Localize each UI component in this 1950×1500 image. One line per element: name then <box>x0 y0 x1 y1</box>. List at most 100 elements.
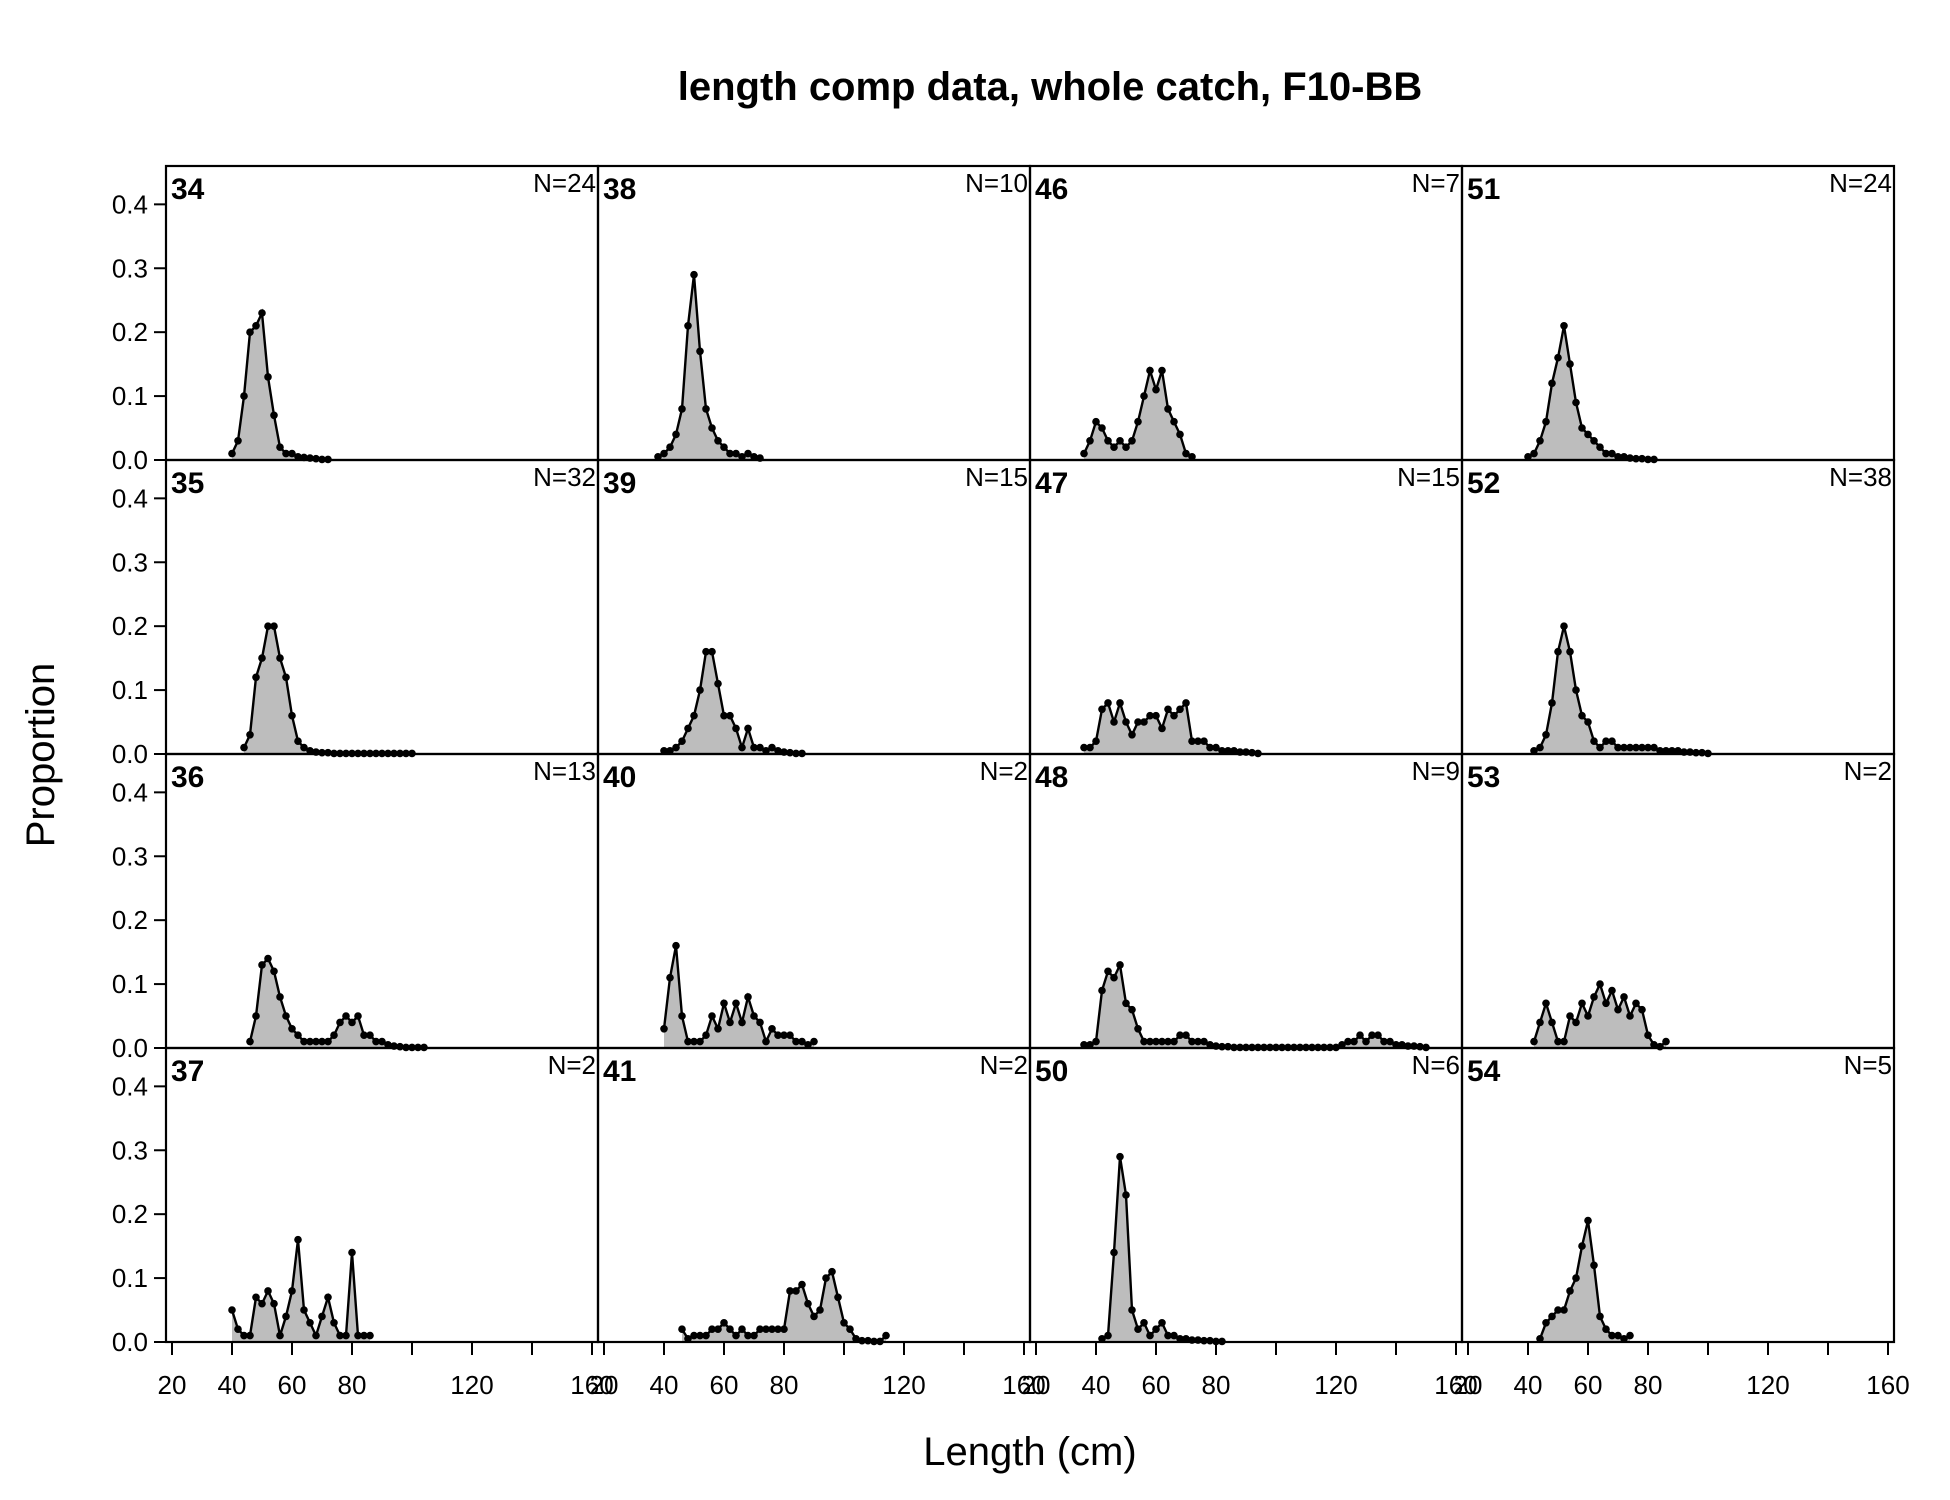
data-point <box>1116 1152 1124 1161</box>
data-point <box>270 411 278 420</box>
data-point <box>1626 1012 1634 1020</box>
panel-label: 40 <box>603 761 636 794</box>
data-point <box>1614 1005 1622 1014</box>
panel-label: 50 <box>1035 1055 1068 1088</box>
data-point <box>1524 453 1532 461</box>
data-point <box>1170 711 1178 720</box>
data-point <box>816 1306 824 1314</box>
data-point <box>690 270 698 279</box>
data-point <box>762 1325 770 1333</box>
data-point <box>1548 1018 1556 1027</box>
panel-frame <box>1460 1046 1896 1344</box>
data-point <box>342 1331 350 1340</box>
panel-frame <box>164 458 600 756</box>
data-point <box>1572 1274 1580 1282</box>
data-point <box>1104 699 1112 707</box>
x-tick-label: 40 <box>1514 1370 1543 1400</box>
data-point <box>1590 993 1598 1001</box>
panel-frame <box>1460 458 1896 756</box>
panel-51: 51 N=24 <box>1460 164 1896 464</box>
data-point <box>1548 379 1556 388</box>
data-point <box>1536 743 1544 752</box>
data-point <box>1386 1037 1394 1046</box>
data-point <box>834 1293 842 1302</box>
data-point <box>1128 731 1136 739</box>
data-point <box>1152 385 1160 394</box>
data-point <box>1632 999 1640 1008</box>
data-point <box>1662 747 1670 755</box>
data-point <box>1344 1037 1352 1046</box>
data-point <box>1578 1242 1586 1250</box>
data-point <box>774 1031 782 1039</box>
data-point <box>768 1025 776 1033</box>
data-point <box>1146 366 1154 375</box>
data-point <box>1158 724 1166 733</box>
data-point <box>768 743 776 752</box>
panel-label: 37 <box>171 1055 204 1088</box>
data-point <box>1140 1319 1148 1327</box>
data-point <box>1608 1331 1616 1340</box>
data-point <box>1080 449 1088 458</box>
data-point <box>1098 986 1106 995</box>
data-point <box>378 1037 386 1046</box>
data-point <box>1548 699 1556 707</box>
data-point <box>264 1287 272 1295</box>
y-tick-label: 0.3 <box>112 1135 148 1165</box>
data-point <box>1662 1037 1670 1046</box>
data-point <box>348 1018 356 1027</box>
data-point <box>1656 1042 1664 1051</box>
data-point <box>294 1031 302 1039</box>
y-tick-label: 0.3 <box>112 841 148 871</box>
data-point <box>1122 443 1130 452</box>
y-tick-label: 0.2 <box>112 317 148 347</box>
data-point <box>1392 1041 1400 1049</box>
data-point <box>1650 1041 1658 1049</box>
data-point <box>738 1018 746 1027</box>
data-point <box>1668 747 1676 755</box>
data-point <box>1110 973 1118 982</box>
data-point <box>1116 437 1124 445</box>
x-axis-label: Length (cm) <box>923 1430 1136 1474</box>
data-point <box>1098 424 1106 432</box>
panel-frame <box>596 1046 1032 1344</box>
area-fill <box>232 313 328 460</box>
data-point <box>690 1037 698 1046</box>
data-point <box>1188 737 1196 745</box>
data-point <box>1110 443 1118 452</box>
data-point <box>330 1319 338 1327</box>
data-point <box>804 1299 812 1308</box>
data-point <box>1128 437 1136 445</box>
data-point <box>1110 718 1118 726</box>
x-tick-label: 160 <box>1866 1370 1909 1400</box>
data-point <box>690 1331 698 1340</box>
x-tick-label: 160 <box>1002 1370 1045 1400</box>
data-point <box>1536 1335 1544 1343</box>
data-point <box>702 405 710 413</box>
data-point <box>276 1331 284 1340</box>
data-point <box>1596 1312 1604 1321</box>
data-point <box>696 686 704 694</box>
data-point <box>1152 711 1160 720</box>
data-point <box>1212 743 1220 752</box>
x-tick-label: 80 <box>770 1370 799 1400</box>
x-tick-label: 20 <box>590 1370 619 1400</box>
data-point <box>1368 1031 1376 1039</box>
panel-frame <box>1460 752 1896 1050</box>
area-fill <box>658 274 760 460</box>
data-point <box>738 743 746 752</box>
data-point <box>1230 747 1238 755</box>
data-point <box>1134 1325 1142 1333</box>
data-point <box>1584 1216 1592 1225</box>
x-tick-label: 160 <box>570 1370 613 1400</box>
panel-label: 54 <box>1467 1055 1501 1088</box>
data-point <box>300 1306 308 1314</box>
data-point <box>708 1012 716 1020</box>
data-point <box>1566 647 1574 656</box>
data-point <box>240 743 248 752</box>
data-point <box>1554 647 1562 656</box>
data-point <box>294 453 302 461</box>
data-point <box>1164 1037 1172 1046</box>
y-axis-row-1: 0.0 0.1 0.2 0.3 0.4 <box>112 189 166 475</box>
data-point <box>282 1312 290 1321</box>
area-fill <box>664 651 802 754</box>
